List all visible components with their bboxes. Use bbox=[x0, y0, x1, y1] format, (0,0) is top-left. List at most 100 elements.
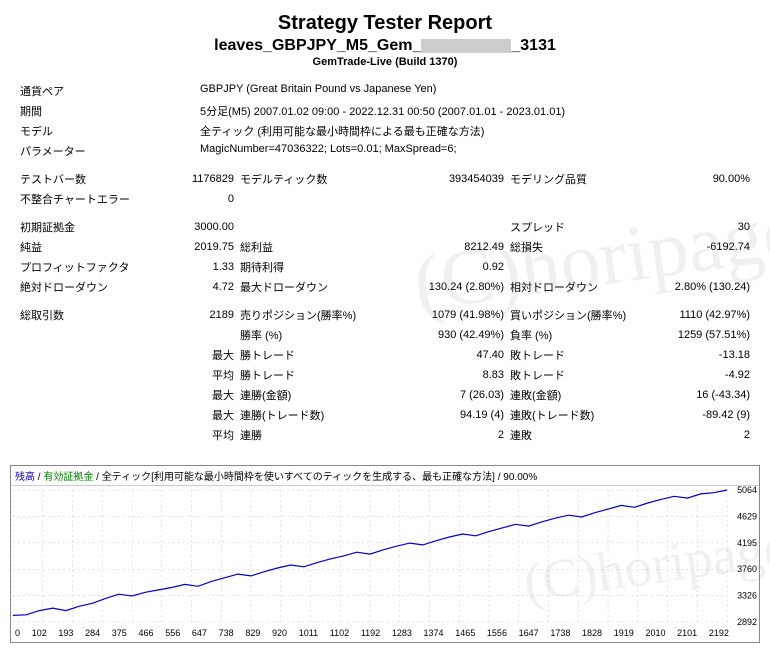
stats-cell bbox=[640, 257, 750, 277]
stats-cell: 930 (42.49%) bbox=[400, 325, 510, 345]
x-tick: 102 bbox=[32, 628, 47, 638]
stats-row: 最大連勝(トレード数)94.19 (4)連敗(トレード数)-89.42 (9) bbox=[20, 405, 750, 425]
stats-cell: 4.72 bbox=[150, 277, 240, 297]
svg-text:4629: 4629 bbox=[737, 511, 757, 521]
x-tick: 556 bbox=[165, 628, 180, 638]
stats-cell: テストバー数 bbox=[20, 169, 150, 189]
x-tick: 466 bbox=[139, 628, 154, 638]
stats-cell: 敗トレード bbox=[510, 345, 640, 365]
stats-cell: 2189 bbox=[150, 305, 240, 325]
stats-cell bbox=[510, 257, 640, 277]
stats-table: テストバー数1176829モデルティック数393454039モデリング品質90.… bbox=[20, 169, 750, 445]
stats-cell: 総取引数 bbox=[20, 305, 150, 325]
x-tick: 1102 bbox=[330, 628, 349, 638]
stats-cell: 1.33 bbox=[150, 257, 240, 277]
info-table: 通貨ペアGBPJPY (Great Britain Pound vs Japan… bbox=[20, 81, 750, 169]
x-tick: 1283 bbox=[392, 628, 412, 638]
report-content: (C)horipage 通貨ペアGBPJPY (Great Britain Po… bbox=[0, 73, 770, 455]
svg-text:2892: 2892 bbox=[737, 617, 757, 626]
stats-cell bbox=[510, 189, 640, 209]
stats-row: 総取引数2189売りポジション(勝率%)1079 (41.98%)買いポジション… bbox=[20, 305, 750, 325]
chart-svg: 506446294195376033262892 bbox=[11, 486, 759, 626]
stats-row: 最大勝トレード47.40敗トレード-13.18 bbox=[20, 345, 750, 365]
stats-cell: 純益 bbox=[20, 237, 150, 257]
stats-cell: 連敗(トレード数) bbox=[510, 405, 640, 425]
stats-cell: 0.92 bbox=[400, 257, 510, 277]
stats-cell bbox=[400, 217, 510, 237]
stats-cell: 1079 (41.98%) bbox=[400, 305, 510, 325]
stats-cell: 不整合チャートエラー bbox=[20, 189, 150, 209]
stats-cell: 7 (26.03) bbox=[400, 385, 510, 405]
stats-row: 絶対ドローダウン4.72最大ドローダウン130.24 (2.80%)相対ドローダ… bbox=[20, 277, 750, 297]
x-tick: 375 bbox=[112, 628, 127, 638]
x-tick: 1556 bbox=[487, 628, 507, 638]
stats-cell: 売りポジション(勝率%) bbox=[240, 305, 400, 325]
x-tick: 2192 bbox=[709, 628, 729, 638]
legend-equity: 有効証拠金 bbox=[43, 472, 93, 483]
stats-cell: 負率 (%) bbox=[510, 325, 640, 345]
stats-cell: -13.18 bbox=[640, 345, 750, 365]
stats-cell: 90.00% bbox=[640, 169, 750, 189]
stats-cell: 総利益 bbox=[240, 237, 400, 257]
stats-cell: 勝トレード bbox=[240, 365, 400, 385]
stats-row: 平均勝トレード8.83敗トレード-4.92 bbox=[20, 365, 750, 385]
x-tick: 1465 bbox=[455, 628, 475, 638]
x-tick: 829 bbox=[245, 628, 260, 638]
stats-cell: -4.92 bbox=[640, 365, 750, 385]
stats-cell: 30 bbox=[640, 217, 750, 237]
stats-cell: 47.40 bbox=[400, 345, 510, 365]
stats-cell: 2.80% (130.24) bbox=[640, 277, 750, 297]
stats-cell bbox=[400, 189, 510, 209]
stats-cell: 2 bbox=[400, 425, 510, 445]
stats-row: 純益2019.75総利益8212.49総損失-6192.74 bbox=[20, 237, 750, 257]
stats-row: 初期証拠金3000.00スプレッド30 bbox=[20, 217, 750, 237]
stats-cell: 2019.75 bbox=[150, 237, 240, 257]
stats-cell: モデルティック数 bbox=[240, 169, 400, 189]
report-subtitle: leaves_GBPJPY_M5_Gem__3131 bbox=[0, 37, 770, 55]
x-tick: 193 bbox=[58, 628, 73, 638]
stats-row: 不整合チャートエラー0 bbox=[20, 189, 750, 209]
stats-cell: 最大 bbox=[150, 345, 240, 365]
stats-cell: 16 (-43.34) bbox=[640, 385, 750, 405]
stats-row: 最大連勝(金額)7 (26.03)連敗(金額)16 (-43.34) bbox=[20, 385, 750, 405]
legend-balance: 残高 bbox=[15, 472, 35, 483]
stats-cell: 連勝(トレード数) bbox=[240, 405, 400, 425]
stats-cell: 相対ドローダウン bbox=[510, 277, 640, 297]
info-row: 通貨ペアGBPJPY (Great Britain Pound vs Japan… bbox=[20, 81, 750, 101]
stats-cell: 最大 bbox=[150, 385, 240, 405]
x-tick: 284 bbox=[85, 628, 100, 638]
legend-quality: 90.00% bbox=[503, 472, 537, 483]
x-tick: 1374 bbox=[424, 628, 444, 638]
stats-cell bbox=[240, 217, 400, 237]
chart-body: 506446294195376033262892 (C)horipage bbox=[11, 486, 759, 626]
svg-text:4195: 4195 bbox=[737, 538, 757, 548]
stats-cell: 平均 bbox=[150, 365, 240, 385]
stats-cell: 絶対ドローダウン bbox=[20, 277, 150, 297]
legend-desc: 全ティック[利用可能な最小時間枠を使いすべてのティックを生成する、最も正確な方法… bbox=[102, 472, 495, 483]
stats-cell: 8.83 bbox=[400, 365, 510, 385]
stats-row: 平均連勝2連敗2 bbox=[20, 425, 750, 445]
stats-cell: 平均 bbox=[150, 425, 240, 445]
x-tick: 1647 bbox=[519, 628, 539, 638]
stats-cell: 393454039 bbox=[400, 169, 510, 189]
report-header: Strategy Tester Report leaves_GBPJPY_M5_… bbox=[0, 0, 770, 73]
stats-row bbox=[20, 209, 750, 217]
stats-row: 勝率 (%)930 (42.49%)負率 (%)1259 (57.51%) bbox=[20, 325, 750, 345]
stats-cell: モデリング品質 bbox=[510, 169, 640, 189]
x-tick: 1828 bbox=[582, 628, 602, 638]
x-tick: 2101 bbox=[677, 628, 697, 638]
x-tick: 1919 bbox=[614, 628, 634, 638]
stats-cell: 94.19 (4) bbox=[400, 405, 510, 425]
stats-cell: 1110 (42.97%) bbox=[640, 305, 750, 325]
stats-cell: -89.42 (9) bbox=[640, 405, 750, 425]
stats-cell: 0 bbox=[150, 189, 240, 209]
stats-cell: -6192.74 bbox=[640, 237, 750, 257]
stats-cell: 期待利得 bbox=[240, 257, 400, 277]
stats-cell: 連敗 bbox=[510, 425, 640, 445]
stats-cell bbox=[20, 425, 150, 445]
stats-cell: スプレッド bbox=[510, 217, 640, 237]
stats-cell: 敗トレード bbox=[510, 365, 640, 385]
x-tick: 1192 bbox=[361, 628, 380, 638]
stats-cell: 勝トレード bbox=[240, 345, 400, 365]
svg-text:3326: 3326 bbox=[737, 591, 757, 601]
